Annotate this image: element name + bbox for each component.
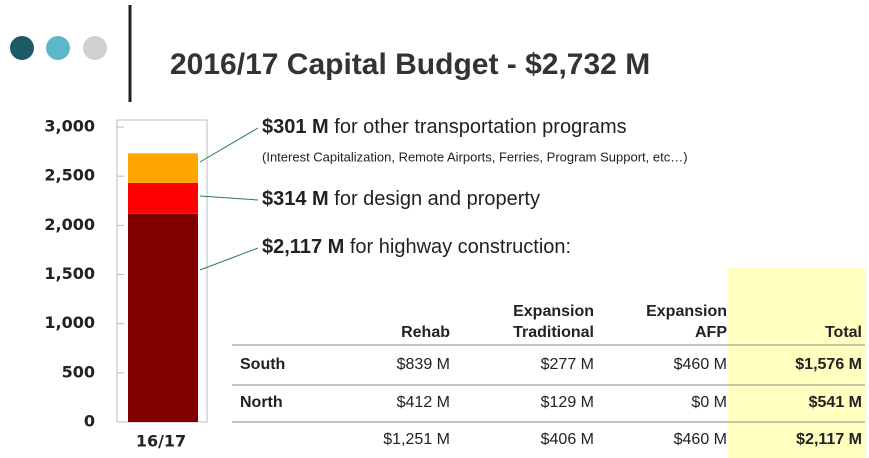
row-label: South [240,356,285,373]
annotation-value: $314 M [262,188,329,210]
annotation-text: for design and property [329,188,540,210]
x-tick-label: 16/17 [136,432,186,451]
table-cell: $839 M [397,356,450,373]
y-tick-label: 0 [84,412,95,431]
annotation: $314 M for design and property [262,188,540,210]
table-cell: $1,251 M [383,431,450,448]
y-tick-label: 2,000 [44,215,95,234]
table-cell: $129 M [541,394,594,411]
y-tick-label: 3,000 [44,117,95,136]
annotation-text: for other transportation programs [329,116,627,138]
column-header: AFP [695,324,727,341]
annotation-value: $301 M [262,116,329,138]
total-highlight [728,268,865,458]
bar-segment [128,213,198,422]
bullet-dot [10,36,34,60]
callout-line [199,195,259,201]
table-cell: $460 M [674,431,727,448]
annotation-text: for highway construction: [344,236,571,258]
y-tick-label: 1,500 [44,264,95,283]
callout-line [199,247,259,271]
bullet-dot [46,36,70,60]
column-header: Traditional [513,324,594,341]
table-cell: $406 M [541,431,594,448]
table-cell: $1,576 M [795,356,862,373]
y-tick-label: 2,500 [44,166,95,185]
annotation: $2,117 M for highway construction: [262,236,571,258]
annotation-value: $2,117 M [262,236,344,258]
bullet-dot [83,36,107,60]
bar-segment [128,182,198,214]
column-header: Expansion [646,303,727,320]
annotation: $301 M for other transportation programs [262,116,627,138]
column-header: Rehab [401,324,450,341]
callout-line [199,127,259,163]
table-cell: $2,117 M [796,431,862,448]
row-label: North [240,394,283,411]
column-header: Total [825,324,862,341]
table-cell: $0 M [691,394,727,411]
column-header: Expansion [513,303,594,320]
annotation-note: (Interest Capitalization, Remote Airport… [262,149,688,164]
table-cell: $412 M [397,394,450,411]
table-cell: $460 M [674,356,727,373]
table-cell: $277 M [541,356,594,373]
slide-title: 2016/17 Capital Budget - $2,732 M [170,48,650,81]
table-cell: $541 M [809,394,862,411]
y-tick-label: 1,000 [44,313,95,332]
bar-segment [128,153,198,183]
y-tick-label: 500 [62,362,95,381]
